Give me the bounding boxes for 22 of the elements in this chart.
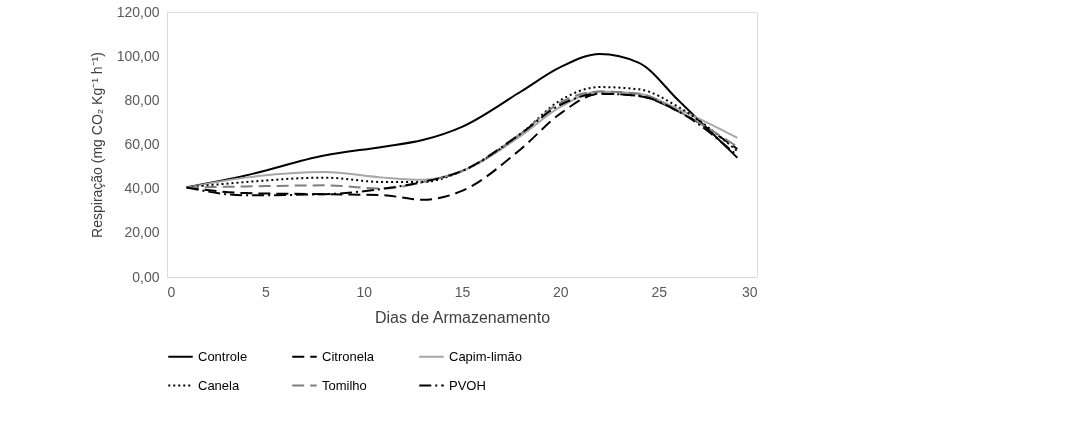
- x-tick-label: 0: [167, 283, 176, 300]
- x-axis-title: Dias de Armazenamento: [374, 308, 551, 326]
- y-axis-title: Respiração (mg CO₂ Kg⁻¹ h⁻¹): [88, 52, 105, 238]
- y-tick-label: 80,00: [124, 91, 160, 108]
- y-tick-label: 40,00: [124, 180, 160, 197]
- x-tick-label: 30: [741, 283, 758, 300]
- legend-label: PVOH: [449, 377, 486, 393]
- legend-label: Canela: [198, 377, 240, 393]
- legend-label: Capim-limão: [449, 348, 522, 364]
- y-tick-label: 60,00: [124, 136, 160, 152]
- x-tick-label: 25: [651, 283, 668, 300]
- x-tick-label: 20: [553, 283, 569, 300]
- y-tick-label: 0,00: [132, 268, 160, 285]
- legend-label: Citronela: [322, 348, 375, 364]
- x-tick-label: 10: [356, 283, 373, 300]
- y-tick-label: 20,00: [124, 224, 160, 241]
- x-tick-label: 5: [261, 283, 270, 300]
- y-tick-label: 120,00: [116, 3, 160, 20]
- legend-label: Controle: [198, 348, 248, 364]
- x-tick-label: 15: [454, 283, 471, 300]
- legend-label: Tomilho: [322, 377, 367, 393]
- y-tick-label: 100,00: [116, 47, 160, 64]
